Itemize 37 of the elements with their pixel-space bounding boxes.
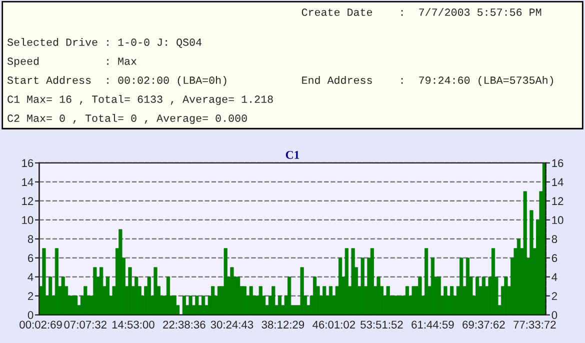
x-tick-label: 61:44:59: [412, 320, 454, 329]
y-tick-label: 6: [28, 254, 34, 262]
x-tick-label: 77:33:72: [514, 320, 556, 329]
y-tick-label: 8: [28, 235, 34, 244]
y2-tick-label: 4: [552, 273, 558, 281]
text: Selected Drive : 1-0-0 J: QS04: [7, 38, 202, 48]
x-tick-label: 00:02:69: [20, 320, 62, 329]
y2-tick-label: 8: [552, 235, 558, 244]
y-tick-label: 14: [22, 178, 34, 186]
text: C1 Max= 16 , Total= 6133 , Average= 1.218: [8, 94, 273, 106]
y-tick-label: 16: [22, 159, 34, 168]
x-tick-label: 53:51:52: [360, 320, 403, 329]
x-tick-label: 22:38:36: [163, 320, 206, 329]
chart-title: C1: [286, 150, 300, 159]
text: Speed : Max: [7, 56, 137, 68]
x-tick-label: 38:12:29: [262, 320, 304, 329]
y-tick-label: 10: [22, 216, 34, 224]
text: Create Date : 7/7/2003 5:57:56 PM: [302, 8, 542, 16]
y-tick-label: 4: [28, 273, 34, 281]
text: Start Address : 00:02:00 (LBA=0h): [7, 76, 226, 86]
y2-tick-label: 10: [552, 216, 564, 224]
text: C2 Max= 0 , Total= 0 , Average= 0.000: [8, 114, 247, 124]
x-tick-label: 30:24:43: [210, 320, 254, 329]
x-tick-label: 46:01:02: [312, 320, 355, 329]
x-tick-label: 69:37:62: [462, 320, 505, 329]
y2-tick-label: 16: [552, 159, 564, 168]
y-tick-label: 2: [28, 292, 34, 300]
y-tick-label: 0: [28, 311, 34, 320]
y2-tick-label: 0: [552, 311, 558, 320]
x-tick-label: 07:07:32: [64, 320, 106, 329]
text: End Address : 79:24:60 (LBA=5735Ah): [302, 76, 553, 86]
y2-tick-label: 2: [552, 292, 557, 300]
y-tick-label: 12: [22, 197, 34, 205]
x-tick-label: 14:53:00: [112, 320, 154, 329]
y2-tick-label: 14: [552, 178, 564, 186]
y2-tick-label: 12: [552, 197, 564, 205]
y2-tick-label: 6: [552, 254, 558, 262]
